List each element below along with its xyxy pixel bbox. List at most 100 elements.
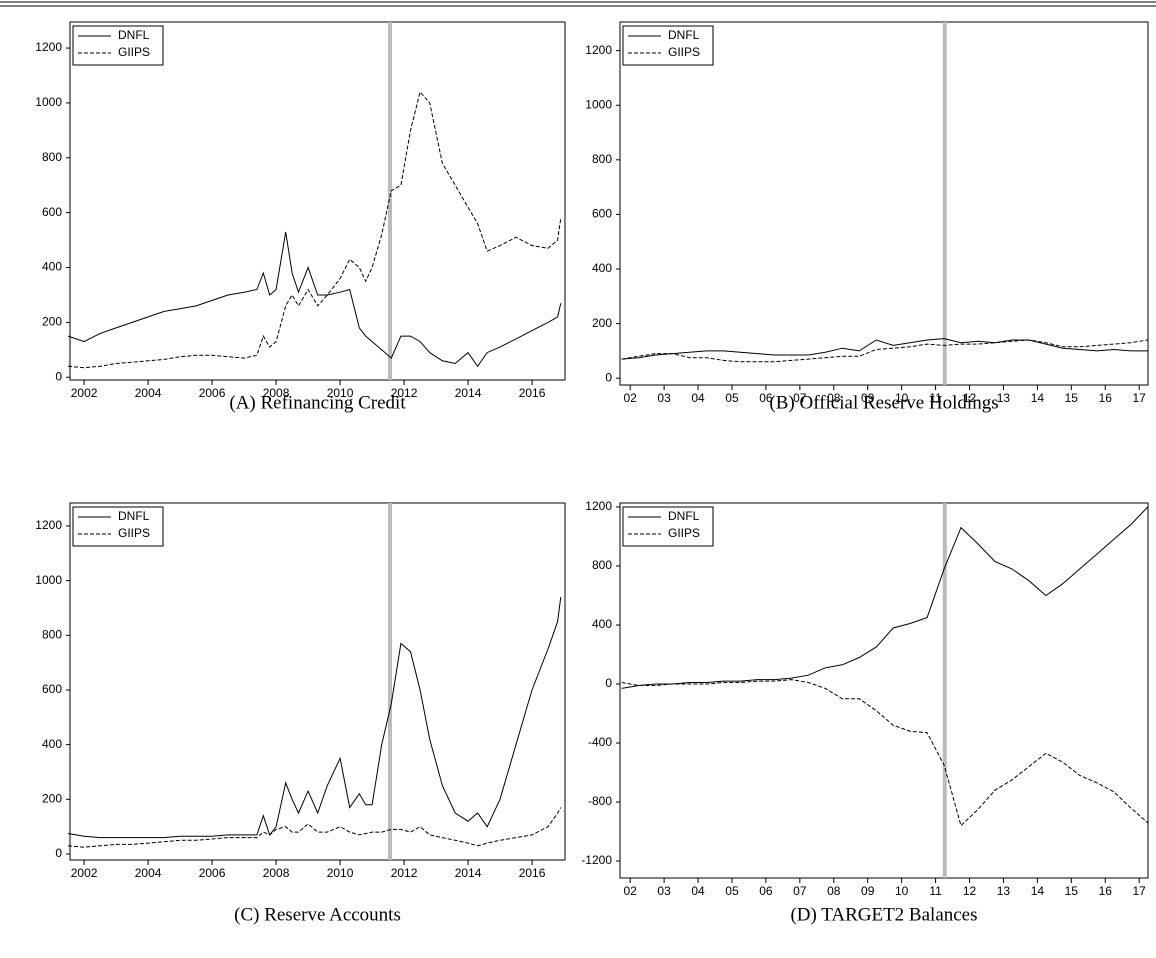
- legend-label: GIIPS: [668, 526, 700, 540]
- y-tick-label: 1200: [35, 40, 62, 54]
- x-tick-label: 15: [1065, 884, 1079, 898]
- y-tick-label: 0: [55, 369, 62, 383]
- x-tick-label: 02: [624, 884, 638, 898]
- x-tick-label: 13: [997, 884, 1011, 898]
- x-tick-label: 10: [895, 884, 909, 898]
- plot-frame: [69, 502, 566, 861]
- y-tick-label: -800: [588, 794, 612, 808]
- x-tick-label: 11: [929, 884, 942, 898]
- x-tick-label: 2002: [71, 866, 98, 880]
- legend-box: [72, 506, 164, 547]
- y-tick-label: 0: [55, 846, 62, 860]
- x-tick-label: 04: [691, 391, 705, 405]
- x-tick-label: 08: [827, 391, 841, 405]
- y-tick-label: 800: [42, 627, 62, 641]
- x-tick-label: 17: [1132, 884, 1146, 898]
- x-tick-label: 12: [963, 391, 977, 405]
- chart-caption: (C) Reserve Accounts: [234, 904, 401, 925]
- x-tick-label: 15: [1065, 391, 1079, 405]
- y-tick-label: 600: [592, 207, 612, 221]
- x-tick-label: 2006: [199, 866, 226, 880]
- x-tick-label: 2016: [519, 386, 546, 400]
- series-line: [621, 338, 1148, 360]
- legend-label: DNFL: [668, 509, 700, 523]
- x-tick-label: 2006: [199, 386, 226, 400]
- x-tick-label: 03: [657, 884, 671, 898]
- x-tick-label: 2008: [263, 866, 290, 880]
- x-tick-label: 10: [895, 391, 909, 405]
- legend-label: DNFL: [118, 28, 150, 42]
- y-tick-label: 600: [42, 205, 62, 219]
- x-tick-label: 04: [691, 884, 705, 898]
- x-tick-label: 06: [759, 391, 773, 405]
- series-line: [621, 339, 1148, 363]
- legend-label: GIIPS: [118, 526, 150, 540]
- chart-caption: (B) Official Reserve Holdings: [769, 392, 998, 413]
- plot-frame: [619, 21, 1149, 386]
- y-tick-label: 1000: [35, 95, 62, 109]
- legend-box: [622, 506, 714, 547]
- x-tick-label: 2016: [519, 866, 546, 880]
- x-tick-label: 17: [1132, 391, 1146, 405]
- x-tick-label: 12: [963, 884, 977, 898]
- x-tick-label: 2002: [71, 386, 98, 400]
- chart-caption: (D) TARGET2 Balances: [790, 904, 977, 925]
- legend-label: DNFL: [118, 509, 150, 523]
- y-tick-label: 400: [42, 737, 62, 751]
- y-tick-label: 1200: [35, 518, 62, 532]
- y-tick-label: 200: [42, 791, 62, 805]
- x-tick-label: 03: [657, 391, 671, 405]
- y-tick-label: 600: [42, 682, 62, 696]
- x-tick-label: 05: [725, 884, 739, 898]
- plot-frame: [619, 502, 1149, 879]
- x-tick-label: 07: [793, 884, 807, 898]
- x-tick-label: 2014: [455, 866, 482, 880]
- x-tick-label: 08: [827, 884, 841, 898]
- x-tick-label: 09: [861, 391, 875, 405]
- series-line: [68, 807, 562, 848]
- y-tick-label: 1200: [585, 499, 612, 513]
- y-tick-label: 400: [592, 617, 612, 631]
- x-tick-label: 14: [1031, 884, 1045, 898]
- x-tick-label: 2012: [391, 866, 418, 880]
- y-tick-label: 800: [592, 558, 612, 572]
- plot-frame: [69, 21, 566, 381]
- legend-box: [622, 25, 714, 66]
- legend-box: [72, 25, 164, 66]
- y-tick-label: 200: [42, 315, 62, 329]
- legend-label: GIIPS: [118, 45, 150, 59]
- x-tick-label: 2012: [391, 386, 418, 400]
- y-tick-label: 800: [592, 152, 612, 166]
- x-tick-label: 2014: [455, 386, 482, 400]
- x-tick-label: 09: [861, 884, 875, 898]
- x-tick-label: 06: [759, 884, 773, 898]
- x-tick-label: 2010: [327, 386, 354, 400]
- series-line: [621, 506, 1149, 689]
- legend-label: DNFL: [668, 28, 700, 42]
- x-tick-label: 14: [1031, 391, 1045, 405]
- x-tick-label: 02: [624, 391, 638, 405]
- y-tick-label: 0: [605, 676, 612, 690]
- x-tick-label: 13: [997, 391, 1011, 405]
- chart-caption: (A) Refinancing Credit: [229, 392, 406, 413]
- y-tick-label: -1200: [581, 853, 612, 867]
- y-tick-label: 400: [42, 260, 62, 274]
- y-tick-label: 0: [605, 370, 612, 384]
- y-tick-label: 1200: [585, 43, 612, 57]
- legend-label: GIIPS: [668, 45, 700, 59]
- y-tick-label: 200: [592, 316, 612, 330]
- y-tick-label: 1000: [585, 97, 612, 111]
- series-line: [67, 231, 562, 368]
- x-tick-label: 05: [725, 391, 739, 405]
- y-tick-label: 800: [42, 150, 62, 164]
- x-tick-label: 2004: [135, 866, 162, 880]
- series-line: [68, 596, 562, 839]
- y-tick-label: 1000: [35, 573, 62, 587]
- y-tick-label: 400: [592, 261, 612, 275]
- x-tick-label: 16: [1099, 391, 1113, 405]
- x-tick-label: 2008: [263, 386, 290, 400]
- series-line: [68, 90, 562, 369]
- x-tick-label: 07: [793, 391, 807, 405]
- x-tick-label: 11: [929, 391, 942, 405]
